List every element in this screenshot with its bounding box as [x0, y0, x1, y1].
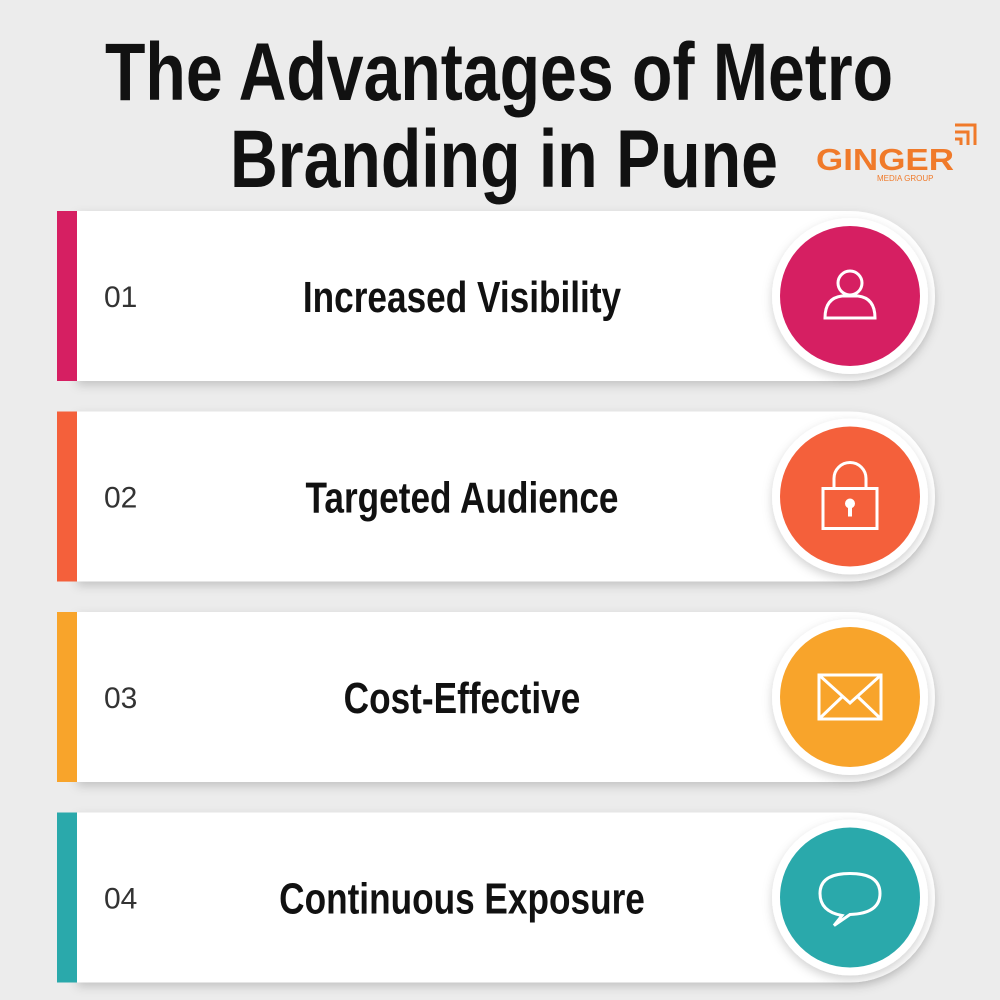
icon-shape — [818, 871, 882, 927]
card-body — [77, 211, 935, 381]
icon-shape — [848, 504, 852, 517]
logo-name: GINGER — [816, 142, 954, 177]
item-number: 02 — [104, 482, 137, 515]
icon-shape — [823, 294, 877, 320]
logo-mark — [955, 123, 977, 145]
item-number: 04 — [104, 883, 137, 916]
item-label: Targeted Audience — [306, 474, 619, 523]
icon-shape — [817, 673, 883, 721]
icon-shape — [817, 673, 883, 721]
icon — [817, 673, 883, 721]
icon — [821, 461, 879, 530]
item-number: 03 — [104, 682, 137, 715]
title-line: Branding in Pune — [230, 114, 778, 205]
card: 03 Cost-Effective — [57, 612, 935, 782]
card-body — [77, 612, 935, 782]
item-label: Cost-Effective — [344, 674, 581, 723]
item-label: Increased Visibility — [303, 273, 622, 322]
card: 02 Targeted Audience — [57, 411, 935, 582]
title-line: The Advantages of Metro — [105, 27, 893, 118]
card-accent — [57, 211, 77, 381]
card-body — [77, 812, 935, 983]
icon-shape — [832, 461, 868, 489]
item-label: Continuous Exposure — [279, 875, 645, 924]
icon-shape — [821, 487, 879, 530]
card-accent — [57, 612, 77, 782]
icon-circle — [780, 627, 920, 767]
cards: 01 Increased Visibility 02 Targeted Audienc… — [57, 211, 935, 983]
icon — [823, 269, 877, 320]
icon-shape — [845, 498, 855, 509]
item-number: 01 — [104, 281, 137, 314]
icon-circle — [780, 426, 920, 567]
card: 01 Increased Visibility — [57, 211, 935, 381]
icon-circle — [780, 827, 920, 968]
card-accent — [57, 812, 77, 983]
card-accent — [57, 411, 77, 582]
icon — [818, 871, 882, 927]
logo: GINGER MEDIA GROUP — [816, 123, 977, 183]
card: 04 Continuous Exposure — [57, 812, 935, 983]
card-body — [77, 411, 935, 582]
logo-tagline: MEDIA GROUP — [877, 174, 933, 183]
